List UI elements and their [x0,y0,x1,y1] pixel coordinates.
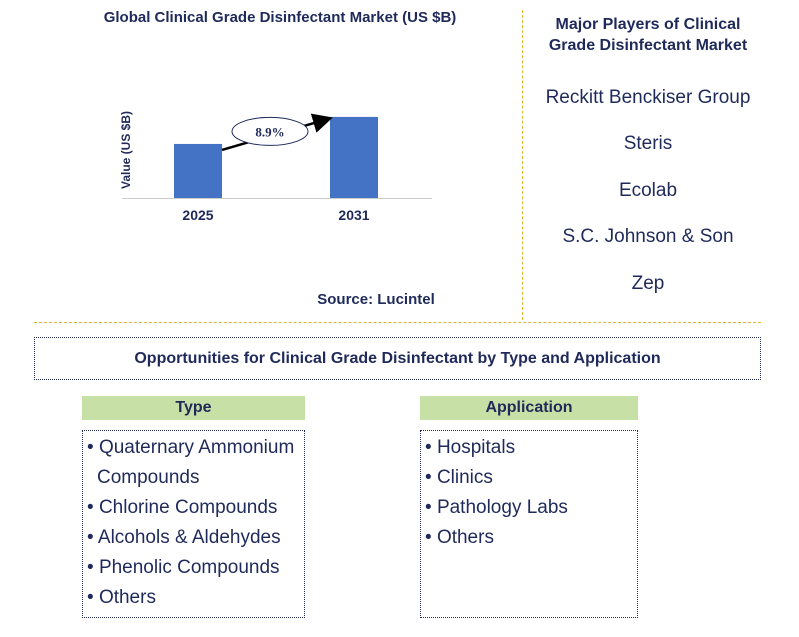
source-label: Source: Lucintel [317,291,435,308]
type-item: Phenolic Compounds [87,553,300,583]
player-item: Reckitt Benckiser Group [545,87,751,108]
type-item: Chlorine Compounds [87,493,300,523]
application-column: Application Hospitals Clinics Pathology … [420,396,638,618]
x-tick-label: 2031 [338,207,369,223]
cagr-ellipse [231,116,309,146]
y-axis-label: Value (US $B) [119,111,133,189]
player-item: Zep [631,272,665,294]
application-item: Others [425,523,633,553]
type-item: Others [87,583,300,613]
type-column: Type Quaternary Ammonium Compounds Chlor… [82,396,305,618]
horizontal-divider [34,322,761,323]
player-item: Steris [623,133,673,155]
player-item: S.C. Johnson & Son [562,226,734,248]
application-item: Pathology Labs [425,493,633,523]
chart-title: Global Clinical Grade Disinfectant Marke… [103,9,457,26]
bar-2025 [174,143,222,198]
opportunities-title: Opportunities for Clinical Grade Disinfe… [34,337,761,380]
bar-2031 [330,116,378,198]
type-list: Quaternary Ammonium Compounds Chlorine C… [82,430,305,618]
cagr-label: 8.9% [255,124,284,139]
application-item: Clinics [425,463,633,493]
type-header: Type [82,396,305,420]
bar-chart: Value (US $B) 2025 2031 8.9% [119,111,432,223]
players-list: Reckitt Benckiser Group Steris Ecolab S.… [532,84,764,316]
type-item: Alcohols & Aldehydes [87,523,300,553]
player-item: Ecolab [618,179,678,201]
application-header: Application [420,396,638,420]
type-item: Quaternary Ammonium Compounds [87,433,300,493]
players-title: Major Players of Clinical Grade Disinfec… [548,16,748,54]
x-tick-label: 2025 [182,207,213,223]
application-item: Hospitals [425,433,633,463]
vertical-divider [522,10,523,320]
application-list: Hospitals Clinics Pathology Labs Others [420,430,638,618]
